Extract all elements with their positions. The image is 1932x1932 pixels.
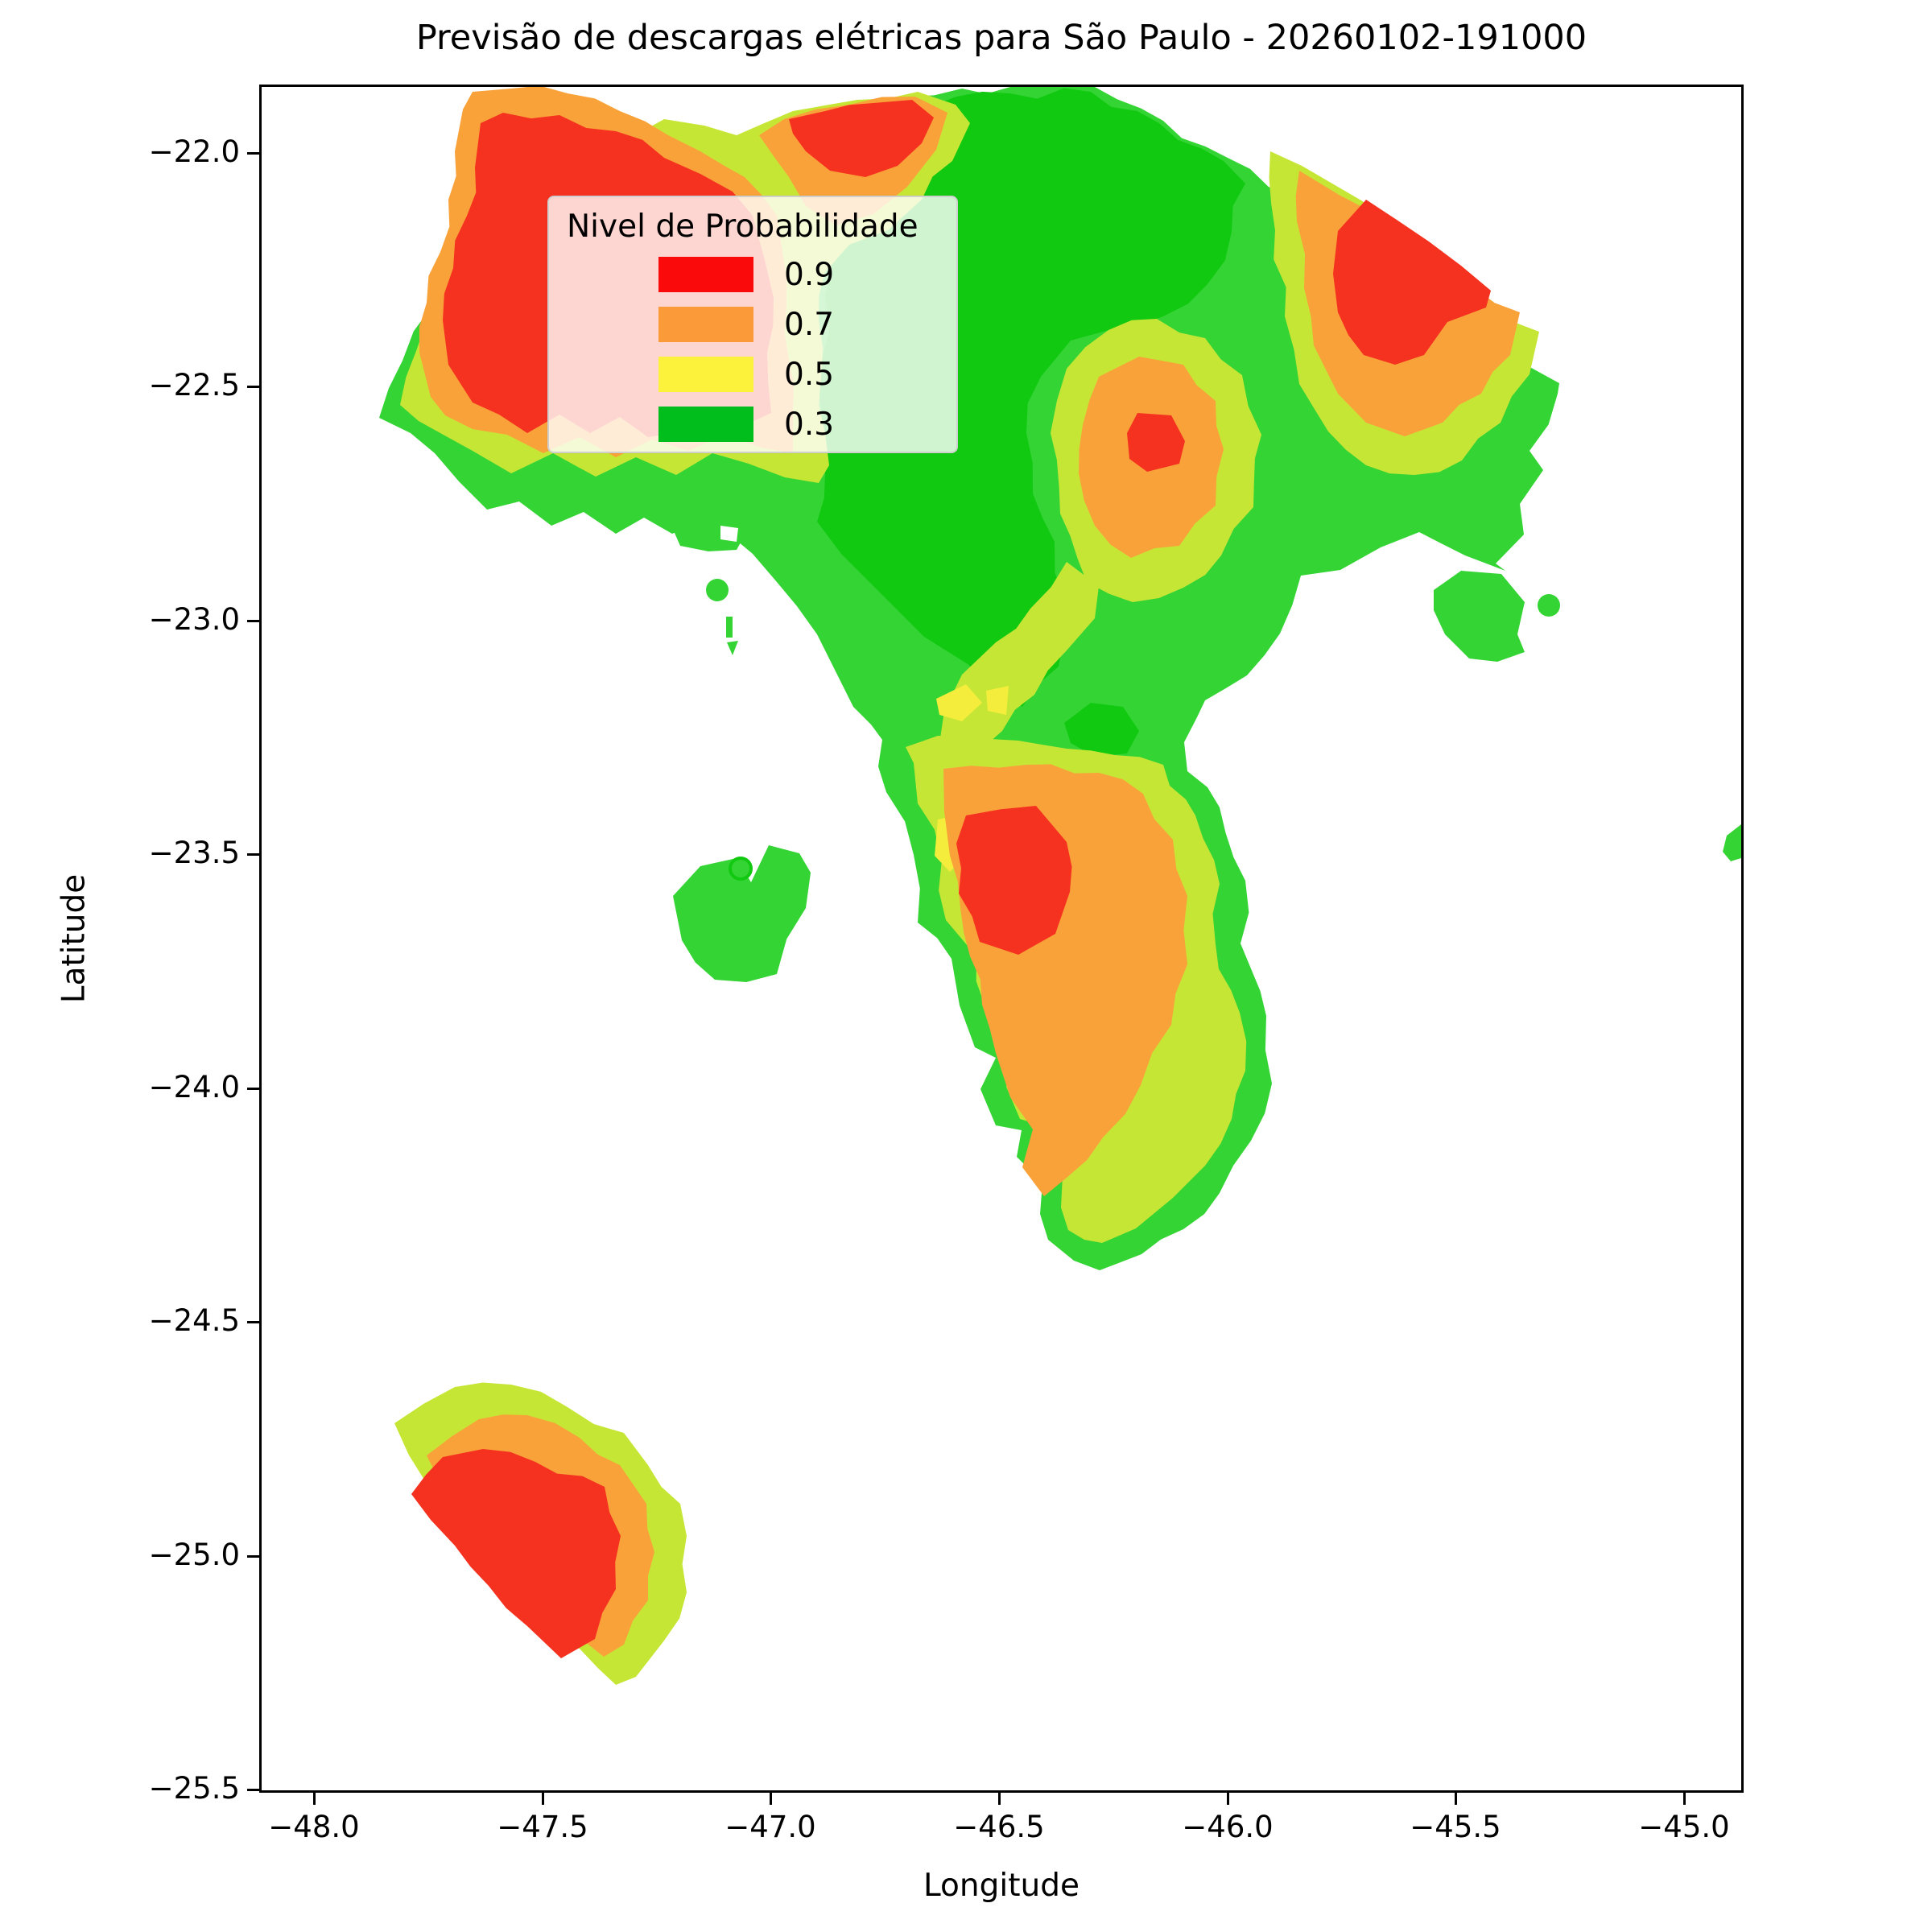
legend-label: 0.3 (784, 406, 835, 443)
y-tick-mark (247, 1555, 259, 1558)
y-tick-mark (247, 386, 259, 388)
legend-item: 0.7 (549, 299, 956, 349)
contour-region-island-hex-hole (720, 526, 738, 542)
legend-title: Nivel de Probabilidade (567, 208, 919, 245)
x-tick-mark (1455, 1793, 1457, 1805)
x-tick-mark (1227, 1793, 1229, 1805)
contour-region-island-dot-4 (1538, 594, 1560, 617)
legend-swatch-0.9 (658, 257, 753, 292)
contour-region-core09-top-lobe (789, 100, 934, 177)
contour-region-core09-center (1127, 413, 1185, 472)
contour-region-island-dot-3 (1458, 533, 1479, 554)
contour-region-island-hex-right (1434, 571, 1525, 662)
x-tick-mark (770, 1793, 772, 1805)
x-tick-mark (998, 1793, 1001, 1805)
x-tick-label: −45.0 (1638, 1810, 1730, 1844)
y-tick-label: −24.5 (148, 1303, 240, 1338)
legend-swatch-0.7 (658, 307, 753, 342)
y-tick-label: −24.0 (148, 1070, 240, 1104)
legend-label: 0.9 (784, 256, 835, 293)
legend-item: 0.3 (549, 399, 956, 449)
legend-item: 0.9 (549, 250, 956, 299)
y-tick-mark (247, 1088, 259, 1090)
x-tick-mark (542, 1793, 544, 1805)
y-tick-mark (247, 1321, 259, 1323)
plot-area: Nivel de Probabilidade 0.9 0.7 0.5 0.3 (259, 85, 1744, 1793)
x-tick-label: −48.0 (268, 1810, 360, 1844)
y-tick-label: −22.0 (148, 134, 240, 169)
legend-label: 0.5 (784, 356, 835, 393)
y-tick-label: −23.5 (148, 836, 240, 870)
contour-region-field-darkgreen-blob (1064, 703, 1139, 757)
y-tick-label: −25.5 (148, 1771, 240, 1806)
contour-region-fleck-yellow-2 (986, 686, 1009, 715)
y-axis-label: Latitude (56, 873, 93, 1004)
legend-swatch-0.5 (658, 357, 753, 392)
y-tick-mark (247, 1789, 259, 1791)
contour-region-island-dot-1 (706, 579, 729, 601)
x-axis-label: Longitude (923, 1868, 1080, 1904)
contour-region-band05-corridor (938, 562, 1099, 759)
legend-items: 0.9 0.7 0.5 0.3 (549, 250, 956, 449)
legend: Nivel de Probabilidade 0.9 0.7 0.5 0.3 (547, 196, 958, 453)
contour-region-island-dash-1 (726, 617, 733, 638)
contour-region-island-dash-2 (727, 641, 738, 655)
legend-label: 0.7 (784, 306, 835, 343)
y-tick-mark (247, 152, 259, 155)
contour-region-core09-right-cluster (1333, 200, 1491, 365)
y-tick-label: −22.5 (148, 368, 240, 402)
contour-region-island-dot-2 (729, 857, 753, 881)
x-tick-label: −46.5 (953, 1810, 1045, 1844)
y-tick-label: −25.0 (148, 1538, 240, 1572)
contour-region-island-hex (671, 514, 745, 551)
x-tick-mark (1683, 1793, 1686, 1805)
y-tick-mark (247, 853, 259, 856)
contour-region-core09-central-blob (956, 806, 1072, 955)
y-tick-mark (247, 620, 259, 622)
chart-title: Previsão de descargas elétricas para São… (415, 18, 1587, 58)
y-tick-label: −23.0 (148, 602, 240, 637)
contour-region-island-bird (673, 845, 811, 982)
x-tick-label: −46.0 (1182, 1810, 1274, 1844)
x-tick-label: −47.0 (724, 1810, 816, 1844)
legend-item: 0.5 (549, 349, 956, 399)
legend-swatch-0.3 (658, 407, 753, 442)
contour-region-island-sliver-right-edge (1723, 824, 1741, 861)
contour-region-core09-bottomleft-cluster (411, 1449, 621, 1658)
contour-map-svg (379, 87, 1741, 1685)
contour-region-fleck-yellow-1 (936, 684, 982, 721)
x-tick-label: −45.5 (1410, 1810, 1501, 1844)
x-tick-mark (313, 1793, 316, 1805)
x-tick-label: −47.5 (497, 1810, 588, 1844)
